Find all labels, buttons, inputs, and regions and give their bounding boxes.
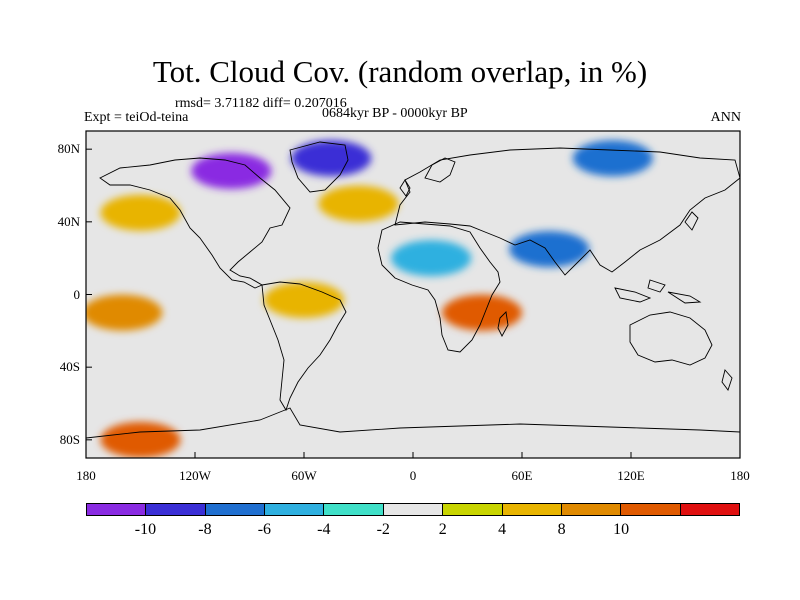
anomaly-blob: [86, 294, 163, 331]
coast-greenland: [289, 141, 349, 193]
coast-madagascar: [497, 311, 509, 337]
anomaly-blob: [191, 152, 272, 189]
colorbar-swatch: [443, 504, 503, 515]
x-tick-label: 120W: [179, 468, 211, 483]
coast-britain: [399, 179, 411, 197]
coast-australia: [629, 311, 713, 366]
anomaly-blob: [264, 281, 344, 318]
coast-eurasia: [394, 147, 740, 276]
anomaly-blob: [391, 240, 472, 277]
colorbar-swatch: [680, 504, 739, 515]
colorbar-label: 8: [557, 521, 566, 538]
period-label: 0684kyr BP - 0000kyr BP: [322, 106, 468, 121]
y-tick-label: 40S: [59, 359, 80, 375]
x-tick-label: 60W: [291, 468, 317, 483]
colorbar-label: -10: [134, 521, 157, 538]
anomaly-blob: [509, 231, 590, 268]
season-label: ANN: [710, 110, 741, 125]
anomaly-blob: [291, 140, 372, 177]
colorbar-label: -6: [257, 521, 272, 538]
anomaly-blob: [442, 294, 523, 331]
colorbar-swatch: [205, 504, 266, 515]
anomaly-blob: [318, 185, 399, 222]
coast-indonesia: [614, 279, 702, 304]
y-tick-label: 40N: [57, 213, 80, 229]
experiment-label: Expt = teiOd-teina: [84, 110, 189, 125]
x-tick-label: 180: [730, 468, 750, 483]
colorbar-label: 4: [498, 521, 507, 538]
colorbar-swatch: [146, 504, 206, 515]
colorbar-label: -2: [376, 521, 390, 538]
colorbar-label: 2: [438, 521, 447, 538]
coast-africa: [377, 221, 501, 353]
x-tick-label: 60E: [511, 468, 533, 483]
map-title: Tot. Cloud Cov. (random overlap, in %): [152, 54, 648, 89]
colorbar-label: -4: [317, 521, 331, 538]
coast-north-america: [99, 157, 291, 289]
x-tick-label: 180: [76, 468, 96, 483]
colorbar-swatch: [561, 504, 622, 515]
coast-japan: [684, 211, 699, 231]
coastlines: [86, 141, 740, 439]
colorbar-label: 10: [613, 521, 630, 538]
anomaly-blob: [100, 194, 181, 231]
stats-text: rmsd= 3.71182 diff= 0.207016: [175, 96, 347, 111]
colorbar-swatch: [324, 504, 384, 515]
y-tick-label: 80N: [57, 141, 80, 157]
x-tick-label: 120E: [617, 468, 645, 483]
x-tick-label: 0: [409, 468, 417, 483]
y-tick-label: 0: [73, 286, 81, 302]
colorbar-label: -8: [198, 521, 212, 538]
map-background: [86, 131, 740, 458]
colorbar-swatch: [265, 504, 325, 515]
colorbar-swatch: [502, 504, 562, 515]
coast-antarctica: [86, 407, 740, 439]
axis-ticks: [85, 148, 741, 458]
coast-new-zealand: [721, 369, 733, 391]
colorbar: [86, 503, 740, 516]
anomaly-field: [86, 140, 653, 458]
colorbar-swatch: [383, 504, 444, 515]
colorbar-swatch: [621, 504, 681, 515]
coast-south-america: [261, 281, 347, 412]
y-tick-label: 80S: [59, 431, 80, 447]
anomaly-blob: [572, 140, 653, 177]
coast-scandinavia: [424, 157, 456, 183]
anomaly-blob: [100, 421, 181, 458]
colorbar-swatch: [87, 504, 147, 515]
